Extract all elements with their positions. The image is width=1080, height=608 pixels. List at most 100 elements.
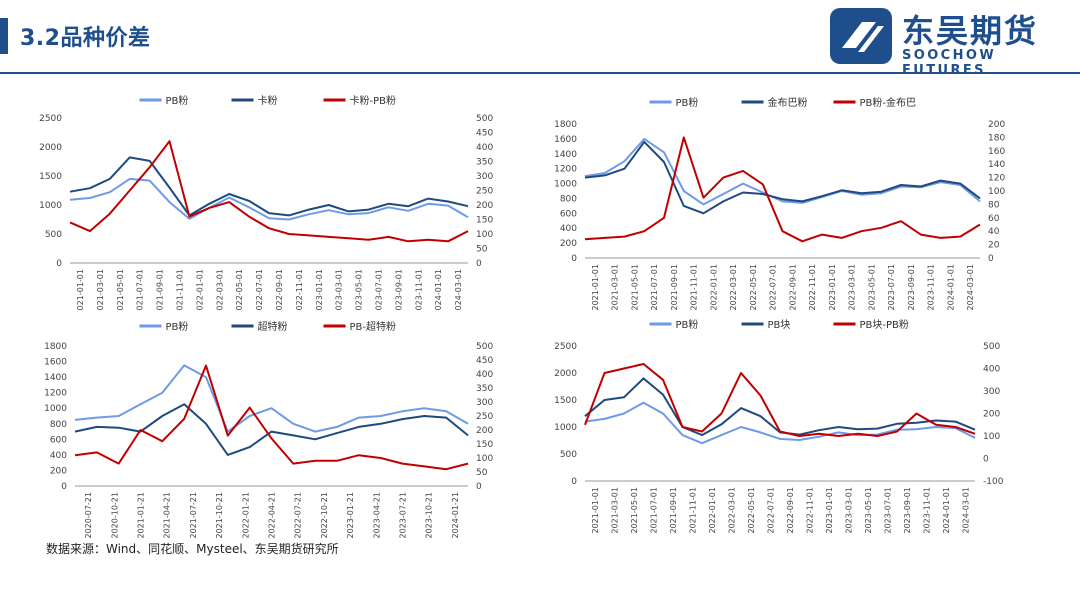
x-axis-tick-label: 2023-07-01	[883, 487, 892, 534]
right-axis-tick-label: 0	[476, 482, 482, 492]
x-axis-tick-label: 2021-09-01	[670, 264, 679, 310]
right-axis-tick-label: 50	[476, 245, 488, 255]
left-axis-tick-label: 1000	[554, 180, 577, 190]
series-line	[69, 156, 469, 217]
legend-label: 卡粉	[258, 94, 278, 107]
x-axis-tick-label: 2024-03-01	[966, 264, 975, 310]
left-axis-tick-label: 0	[56, 259, 62, 269]
left-axis-tick-label: 200	[560, 239, 577, 249]
right-axis-tick-label: 300	[476, 398, 493, 408]
right-axis-tick-label: 450	[476, 129, 493, 139]
x-axis-tick-label: 2021-05-01	[630, 264, 639, 310]
left-axis-tick-label: 400	[560, 224, 577, 234]
x-axis-tick-label: 2023-09-01	[903, 487, 912, 534]
x-axis-tick-label: 2023-01-01	[828, 264, 837, 310]
left-axis-tick-label: 1000	[39, 201, 62, 211]
x-axis-tick-label: 2022-09-01	[275, 269, 284, 310]
x-axis-tick-label: 2021-07-01	[649, 487, 658, 534]
x-axis-tick-label: 2022-07-01	[766, 487, 775, 534]
x-axis-tick-label: 2021-09-01	[156, 269, 165, 310]
x-axis-tick-label: 2022-07-21	[294, 492, 303, 538]
legend-label: PB粉-金布巴	[860, 96, 917, 109]
right-axis-tick-label: 140	[988, 160, 1005, 170]
legend-label: PB-超特粉	[350, 320, 397, 333]
right-axis-tick-label: 250	[476, 412, 493, 422]
x-axis-tick-label: 2023-07-21	[399, 492, 408, 538]
right-axis-tick-label: 200	[983, 410, 1000, 420]
x-axis-tick-label: 2021-03-01	[611, 264, 620, 310]
x-axis-tick-label: 2023-11-01	[922, 487, 931, 534]
right-axis-tick-label: 200	[988, 120, 1005, 130]
left-axis-tick-label: 2500	[39, 114, 62, 124]
left-axis-tick-label: 200	[50, 466, 67, 476]
series-line	[584, 363, 976, 437]
x-axis-tick-label: 2021-04-21	[163, 492, 172, 538]
left-axis-tick-label: 500	[45, 230, 62, 240]
right-axis-tick-label: 300	[476, 172, 493, 182]
chart-pb-vs-chaote: PB粉 超特粉 PB-超特粉0200400600800100012001400160…	[44, 320, 493, 538]
left-axis-tick-label: 2000	[39, 143, 62, 153]
x-axis-tick-label: 2023-07-01	[887, 264, 896, 310]
right-axis-tick-label: 300	[983, 387, 1000, 397]
x-axis-tick-label: 2021-10-21	[215, 492, 224, 538]
x-axis-tick-label: 2021-07-01	[650, 264, 659, 310]
right-axis-tick-label: -100	[983, 477, 1004, 487]
left-axis-tick-label: 1600	[554, 135, 577, 145]
left-axis-tick-label: 1000	[44, 404, 67, 414]
left-axis-tick-label: 1800	[554, 120, 577, 130]
chart-pb-vs-kafen: PB粉 卡粉 卡粉-PB粉 0 500 1000 1500 2000 2500 0 50 100 150…	[39, 94, 493, 310]
x-axis-tick-label: 2022-09-01	[786, 487, 795, 534]
chart-pblump-vs-pbfines: PB粉 PB块 PB块-PB粉 0 500 1000 1500 2000 2500 -100 0 10…	[554, 318, 1004, 534]
series-line	[584, 377, 976, 437]
right-axis-tick-label: 500	[983, 342, 1000, 352]
x-axis-tick-label: 2024-01-21	[451, 492, 460, 538]
legend-label: PB块	[768, 319, 791, 331]
header-divider	[0, 72, 1080, 74]
chart-legend: PB粉 卡粉 卡粉-PB粉	[139, 94, 396, 107]
left-axis-tick-label: 500	[560, 450, 577, 460]
x-axis-tick-label: 2021-07-21	[189, 492, 198, 538]
right-axis-tick-label: 400	[476, 143, 493, 153]
left-axis-tick-label: 800	[50, 420, 67, 430]
x-axis-tick-label: 2021-11-01	[688, 487, 697, 534]
brand-name-en: SOOCHOW FUTURES	[902, 48, 997, 78]
left-axis-tick-label: 1600	[44, 358, 67, 368]
series-line	[584, 401, 976, 445]
right-axis-tick-label: 150	[476, 440, 493, 450]
page-title: 3.2品种价差	[20, 26, 151, 51]
right-axis-tick-label: 0	[476, 259, 482, 269]
left-axis-tick-label: 0	[571, 477, 577, 487]
left-axis-tick-label: 600	[560, 209, 577, 219]
brand-name-cn: 东吴期货	[902, 12, 1039, 50]
x-axis-tick-label: 2021-11-01	[175, 269, 184, 310]
right-axis-tick-label: 100	[983, 432, 1000, 442]
left-axis-tick-label: 800	[560, 194, 577, 204]
chart-legend: PB粉 PB块 PB块-PB粉	[649, 318, 909, 331]
left-axis-tick-label: 400	[50, 451, 67, 461]
left-axis-tick-label: 1800	[44, 342, 67, 352]
x-axis-tick-label: 2020-07-21	[84, 492, 93, 538]
x-axis-tick-label: 2021-01-21	[137, 492, 146, 538]
x-axis-tick-label: 2023-05-01	[867, 264, 876, 310]
series-line	[584, 140, 981, 215]
right-axis-tick-label: 60	[988, 214, 1000, 224]
legend-label: PB粉	[166, 94, 189, 107]
x-axis-tick-label: 2022-07-01	[769, 264, 778, 310]
left-axis-tick-label: 1400	[44, 373, 67, 383]
x-axis-tick-label: 2023-01-21	[346, 492, 355, 538]
left-axis-tick-label: 1500	[39, 172, 62, 182]
right-axis-tick-label: 160	[988, 147, 1005, 157]
left-axis-tick-label: 1400	[554, 150, 577, 160]
right-axis-tick-label: 100	[476, 454, 493, 464]
x-axis-tick-label: 2023-05-01	[355, 269, 364, 310]
x-axis-tick-label: 2023-11-01	[927, 264, 936, 310]
right-axis-tick-label: 200	[476, 426, 493, 436]
series-line	[74, 364, 469, 433]
x-axis-tick-label: 2021-03-01	[610, 487, 619, 534]
brand-emblem-icon	[830, 8, 892, 64]
legend-label: PB粉	[676, 96, 699, 109]
x-axis-tick-label: 2022-11-01	[808, 264, 817, 310]
x-axis-tick-label: 2024-03-01	[961, 487, 970, 534]
left-axis-tick-label: 0	[61, 482, 67, 492]
x-axis-tick-label: 2023-10-21	[425, 492, 434, 538]
